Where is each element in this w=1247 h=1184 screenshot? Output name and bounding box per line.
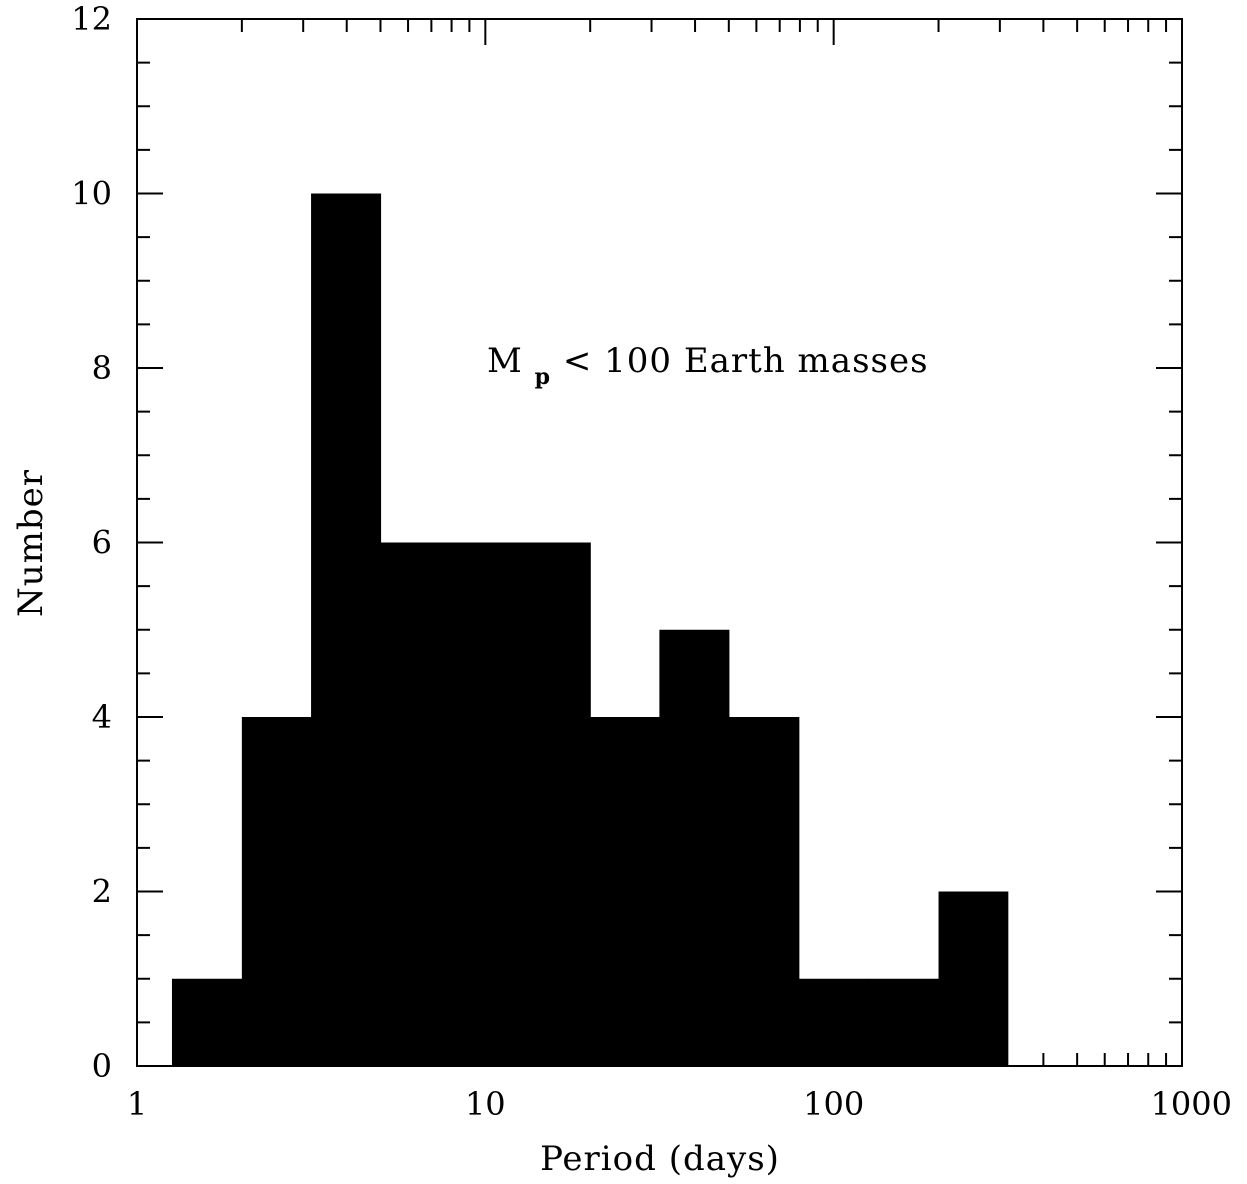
y-tick-label: 6 — [92, 524, 112, 562]
annotation-main: M — [487, 341, 523, 381]
histogram-bar — [241, 717, 312, 1066]
annotation-rest: < 100 Earth masses — [563, 341, 929, 381]
x-tick-label: 10 — [465, 1085, 506, 1123]
histogram-bar — [590, 717, 660, 1066]
histogram-bar — [449, 542, 521, 1066]
annotation-label: M p < 100 Earth masses — [487, 341, 929, 393]
y-tick-label: 4 — [92, 698, 112, 736]
x-tick-labels: 1 10 100 1000 — [127, 1085, 1232, 1123]
x-tick-label: 1000 — [1151, 1085, 1232, 1123]
histogram-bar — [520, 542, 591, 1066]
histogram-bar — [938, 891, 1009, 1066]
y-tick-label: 10 — [71, 175, 112, 213]
axis-ticks — [136, 18, 1182, 1067]
y-tick-label: 12 — [71, 0, 112, 38]
y-tick-labels: 0 2 4 6 8 10 12 — [71, 0, 112, 1085]
histogram-bar — [380, 542, 451, 1066]
y-tick-label: 8 — [92, 349, 112, 387]
histogram-bar — [728, 717, 800, 1066]
histogram-bar — [659, 629, 730, 1066]
histogram-bar — [171, 978, 243, 1066]
histogram-bar — [868, 978, 940, 1066]
annotation-subscript: p — [535, 364, 551, 390]
x-axis-title: Period (days) — [540, 1139, 780, 1179]
y-tick-label: 0 — [92, 1047, 112, 1085]
histogram-bars — [171, 193, 1009, 1066]
y-axis-title: Number — [11, 469, 51, 617]
x-tick-label: 100 — [803, 1085, 864, 1123]
histogram-bar — [311, 193, 382, 1066]
x-tick-label: 1 — [127, 1085, 147, 1123]
y-tick-label: 2 — [92, 873, 112, 911]
plot-frame — [136, 18, 1183, 1067]
